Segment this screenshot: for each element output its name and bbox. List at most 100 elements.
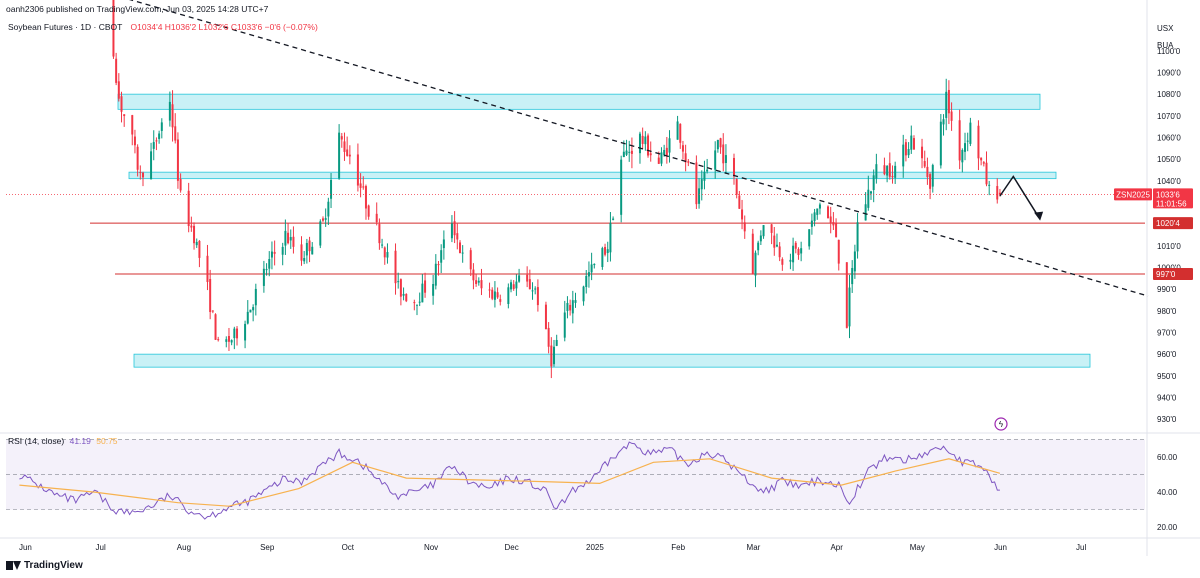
candle-body[interactable] <box>706 169 709 172</box>
candle-body[interactable] <box>198 240 201 258</box>
candle-body[interactable] <box>923 161 926 167</box>
candle-body[interactable] <box>268 259 271 269</box>
candle-body[interactable] <box>869 191 872 194</box>
candle-body[interactable] <box>894 165 897 178</box>
candle-body[interactable] <box>510 282 513 290</box>
candle-body[interactable] <box>488 289 491 291</box>
candle-body[interactable] <box>544 304 547 330</box>
candle-body[interactable] <box>856 222 859 252</box>
candle-body[interactable] <box>193 225 196 244</box>
candle-body[interactable] <box>131 115 134 135</box>
candle-body[interactable] <box>550 345 553 367</box>
candle-body[interactable] <box>818 204 821 209</box>
candle-body[interactable] <box>872 175 875 191</box>
candle-body[interactable] <box>961 149 964 163</box>
time-axis[interactable]: Jun Jul Aug Sep Oct Nov Dec 2025 Feb Mar Apr May Jun… <box>19 543 1087 552</box>
candle-body[interactable] <box>781 259 784 265</box>
candle-body[interactable] <box>980 157 983 161</box>
candle-body[interactable] <box>644 136 647 145</box>
candle-body[interactable] <box>977 125 980 159</box>
candle-body[interactable] <box>912 138 915 150</box>
candle-body[interactable] <box>319 221 322 246</box>
candle-body[interactable] <box>450 223 453 239</box>
candle-body[interactable] <box>891 176 894 178</box>
candle-body[interactable] <box>904 142 907 156</box>
candle-body[interactable] <box>945 91 948 118</box>
candle-body[interactable] <box>437 264 440 266</box>
candle-body[interactable] <box>211 310 214 312</box>
candle-body[interactable] <box>343 141 346 152</box>
candle-body[interactable] <box>273 251 276 254</box>
candle-body[interactable] <box>743 222 746 232</box>
candle-body[interactable] <box>499 299 502 302</box>
price-axis[interactable]: 930'0940'0950'0960'0970'0980'0990'01000'… <box>1114 24 1193 424</box>
tradingview-footer[interactable]: TradingView <box>6 560 83 571</box>
candle-body[interactable] <box>515 281 518 289</box>
rsi-ma-line[interactable] <box>19 458 1001 507</box>
candle-body[interactable] <box>800 248 803 254</box>
candle-body[interactable] <box>308 240 311 252</box>
candle-body[interactable] <box>754 252 757 276</box>
candle-body[interactable] <box>676 121 679 140</box>
candle-body[interactable] <box>300 244 303 261</box>
candle-body[interactable] <box>152 142 155 149</box>
event-marker-icon[interactable]: ϟ <box>994 417 1008 431</box>
candle-body[interactable] <box>638 133 641 154</box>
candle-body[interactable] <box>716 139 719 150</box>
candle-body[interactable] <box>413 302 416 304</box>
candle-body[interactable] <box>386 252 389 258</box>
candle-body[interactable] <box>142 172 145 178</box>
candle-body[interactable] <box>115 58 118 83</box>
candle-body[interactable] <box>230 340 233 343</box>
candle-body[interactable] <box>421 283 424 303</box>
candle-body[interactable] <box>921 146 924 159</box>
candle-body[interactable] <box>985 162 988 185</box>
candle-body[interactable] <box>399 279 402 297</box>
candle-body[interactable] <box>775 244 778 247</box>
candle-body[interactable] <box>609 222 612 253</box>
candle-body[interactable] <box>695 162 698 205</box>
candle-body[interactable] <box>321 218 324 221</box>
candle-body[interactable] <box>958 120 961 161</box>
candle-body[interactable] <box>518 275 521 282</box>
candle-body[interactable] <box>553 346 556 365</box>
candle-body[interactable] <box>886 165 889 176</box>
candle-body[interactable] <box>477 280 480 283</box>
candle-body[interactable] <box>469 250 472 270</box>
candle-body[interactable] <box>187 190 190 227</box>
candle-body[interactable] <box>982 162 985 164</box>
candle-body[interactable] <box>303 258 306 262</box>
candle-body[interactable] <box>456 233 459 240</box>
candle-body[interactable] <box>547 327 550 347</box>
candle-body[interactable] <box>225 339 228 342</box>
candle-body[interactable] <box>359 183 362 188</box>
candle-body[interactable] <box>158 133 161 139</box>
rsi-line[interactable] <box>19 441 1000 520</box>
candle-body[interactable] <box>324 218 327 220</box>
candle-body[interactable] <box>867 189 870 208</box>
candle-body[interactable] <box>168 101 171 121</box>
candle-body[interactable] <box>176 139 179 181</box>
rsi-pane[interactable]: 20.00 40.00 60.00 <box>6 439 1178 533</box>
candle-body[interactable] <box>902 144 905 167</box>
candle-body[interactable] <box>249 309 252 313</box>
candle-body[interactable] <box>475 280 478 284</box>
candle-body[interactable] <box>150 151 153 180</box>
candle-body[interactable] <box>660 152 663 164</box>
candle-body[interactable] <box>759 235 762 242</box>
candle-body[interactable] <box>233 328 236 339</box>
candle-body[interactable] <box>620 159 623 215</box>
candle-body[interactable] <box>700 179 703 190</box>
candle-body[interactable] <box>362 186 365 188</box>
candle-body[interactable] <box>797 249 800 255</box>
candle-body[interactable] <box>346 149 349 156</box>
candle-body[interactable] <box>751 233 754 275</box>
symbol-legend[interactable]: Soybean Futures · 1D · CBOT O1034'4 H103… <box>8 22 318 32</box>
candle-body[interactable] <box>657 157 660 164</box>
candle-body[interactable] <box>174 126 177 141</box>
candle-body[interactable] <box>287 232 290 244</box>
candle-body[interactable] <box>996 186 999 200</box>
candle-body[interactable] <box>848 287 851 327</box>
candle-body[interactable] <box>853 251 856 272</box>
